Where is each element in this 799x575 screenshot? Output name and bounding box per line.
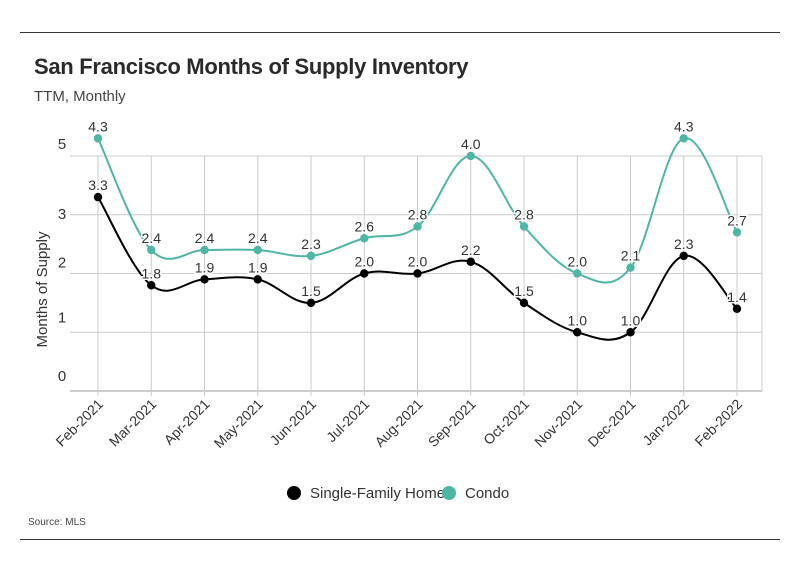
y-axis-label: Months of Supply [34,231,51,347]
condo-data-label: 2.3 [301,236,321,252]
single-family-point [93,192,103,202]
series-layer [93,134,742,341]
source-note: Source: MLS [28,517,86,528]
x-tick-label: Dec-2021 [584,396,638,450]
x-tick-label: Mar-2021 [106,396,160,450]
y-tick-label: 1 [58,309,66,326]
x-tick-label: Jan-2022 [639,396,692,449]
condo-data-label: 2.4 [195,230,215,246]
single-family-point [360,269,369,278]
condo-point [253,245,262,255]
condo-point [413,222,422,231]
legend-marker-single-family [287,486,301,500]
condo-point [200,245,209,255]
condo-point [360,234,369,243]
condo-point [732,228,742,237]
condo-point [466,151,475,161]
single-family-data-label: 2.0 [408,254,428,270]
single-family-point [519,298,529,308]
condo-data-label: 2.7 [727,212,747,228]
condo-data-label: 2.1 [621,248,641,264]
x-tick-label: May-2021 [211,396,266,451]
single-family-point [306,298,316,308]
legend-label-condo: Condo [465,485,509,502]
x-tick-label: Feb-2021 [52,396,106,450]
chart-title: San Francisco Months of Supply Inventory [34,54,469,79]
single-family-data-label: 1.4 [727,289,747,305]
x-tick-label: Jul-2021 [323,396,372,445]
condo-data-label: 4.0 [461,136,481,152]
single-family-data-label: 2.3 [674,236,694,252]
condo-point [519,222,529,231]
bottom-rule [20,539,780,540]
x-tick-label: Aug-2021 [371,396,425,450]
single-family-data-label: 2.0 [355,254,375,270]
axes: 0 1 2 3 5 Months of Supply Feb-2021 Mar-2021 Apr… [34,136,745,451]
top-rule [20,32,780,33]
condo-data-label: 4.3 [674,118,694,134]
condo-point [306,251,316,261]
single-family-data-label: 1.8 [142,265,162,281]
condo-data-label: 2.0 [568,254,588,270]
single-family-data-label: 1.0 [621,312,641,328]
single-family-data-label: 1.9 [248,259,268,275]
y-tick-label: 2 [58,255,66,272]
condo-point [626,263,635,272]
x-tick-label: Sep-2021 [425,396,479,450]
y-tick-label: 3 [58,206,66,223]
single-family-point [732,304,742,313]
condo-point [573,269,582,278]
chart-subtitle: TTM, Monthly [34,88,126,105]
single-family-data-label: 1.9 [195,259,215,275]
single-family-point [147,281,156,290]
y-tick-label: 0 [58,368,66,385]
condo-data-label: 2.8 [408,207,428,223]
legend-label-single-family: Single-Family Home [310,485,445,502]
x-tick-label: Nov-2021 [531,396,585,450]
condo-point [93,134,103,143]
single-family-data-label: 3.3 [88,177,108,193]
single-family-point [413,269,422,278]
condo-data-label: 2.4 [248,230,268,246]
condo-data-label: 2.4 [142,230,162,246]
single-family-data-label: 1.0 [568,312,588,328]
x-tick-label: Oct-2021 [480,396,532,448]
single-family-point [626,328,635,337]
y-tick-label: 5 [58,136,66,153]
x-tick-label: Jun-2021 [267,396,320,449]
condo-data-label: 2.6 [355,218,375,234]
condo-point [679,134,688,143]
condo-data-label: 4.3 [88,118,108,134]
single-family-point [466,257,475,266]
condo-point [147,245,156,255]
single-family-data-label: 1.5 [301,283,321,299]
data-labels: 4.3 2.4 2.4 2.4 2.3 2.6 2.8 4.0 2.8 2.0 2.1 4.3 2.7 3… [87,117,749,330]
x-tick-label: Apr-2021 [161,396,213,448]
x-tick-label: Feb-2022 [691,396,745,450]
single-family-point [573,328,582,337]
legend: Single-Family Home Condo [287,485,509,502]
single-family-data-label: 2.2 [461,242,481,258]
legend-marker-condo [442,486,456,500]
single-family-point [253,275,262,284]
condo-data-label: 2.8 [514,207,534,223]
single-family-data-label: 1.5 [514,283,534,299]
single-family-point [679,251,688,261]
single-family-point [200,275,209,284]
